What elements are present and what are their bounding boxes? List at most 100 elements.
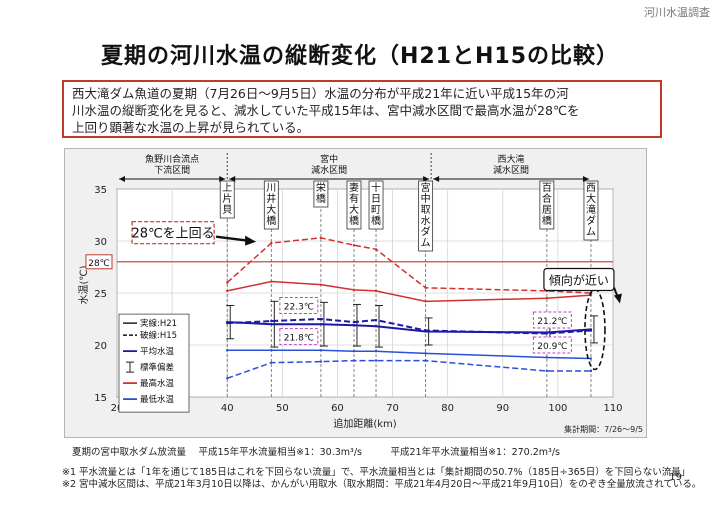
value-callout-text: 20.9℃ bbox=[537, 342, 567, 352]
station-label-char: 栄 bbox=[316, 182, 326, 194]
value-callout-box bbox=[532, 311, 572, 329]
station-label-char: 滝 bbox=[586, 204, 596, 216]
summary-line: 西大滝ダム魚道の夏期（7月26日～9月5日）水温の分布が平成21年に近い平成15… bbox=[72, 86, 569, 101]
legend-dashed-label: 破線:H15 bbox=[140, 330, 177, 341]
series-min-point bbox=[226, 377, 229, 380]
series-max-point bbox=[319, 236, 323, 240]
legend-item-label: 最低水温 bbox=[140, 394, 175, 405]
station-label-char: 橋 bbox=[371, 214, 381, 227]
value-callout-box bbox=[279, 296, 319, 314]
x-tick-label: 20 bbox=[111, 403, 124, 414]
callout-above-28-text: 28℃を上回る bbox=[132, 227, 215, 242]
series-max-point bbox=[270, 241, 273, 245]
series-min-point bbox=[352, 359, 356, 362]
series-min-h15-line bbox=[226, 359, 591, 379]
series-max-h15-line bbox=[226, 237, 591, 294]
series-avg-point bbox=[589, 329, 593, 332]
period-label: 集計期間：7/26～9/5 bbox=[564, 424, 643, 434]
station-label-char: 西 bbox=[586, 183, 596, 194]
station-label-char: 取 bbox=[421, 204, 431, 216]
legend-box bbox=[118, 313, 190, 413]
series-min-point bbox=[374, 350, 378, 353]
station-label-char: 十 bbox=[371, 181, 381, 194]
summary-box: 西大滝ダム魚道の夏期（7月26日～9月5日）水温の分布が平成21年に近い平成15… bbox=[62, 80, 662, 138]
series-avg-point bbox=[319, 323, 323, 326]
series-min-point bbox=[270, 361, 273, 364]
series-avg-point bbox=[226, 321, 229, 325]
station-box bbox=[539, 180, 555, 230]
chart-frame: 15202530352030405060708090100110追加距離(km)… bbox=[64, 148, 647, 438]
station-label-char: 大 bbox=[266, 203, 276, 216]
station-label-char: 橋 bbox=[542, 214, 552, 227]
series-avg-point bbox=[424, 329, 427, 332]
flow-note: 夏期の宮中取水ダム放流量 平成15年平水流量相当※1：30.3m³/s 平成21… bbox=[72, 447, 560, 458]
series-max-point bbox=[352, 288, 356, 292]
station-box bbox=[313, 180, 329, 208]
station-label-char: 合 bbox=[542, 192, 552, 205]
series-min-point bbox=[319, 360, 323, 363]
series-max-point bbox=[374, 289, 378, 293]
legend-item-label: 平均水温 bbox=[140, 346, 175, 357]
y-tick-label: 25 bbox=[94, 289, 107, 300]
series-min-point bbox=[545, 356, 549, 359]
station-box bbox=[368, 180, 384, 230]
station-label-char: 居 bbox=[542, 204, 552, 216]
summary-line: 川水温の縦断変化を見ると、減水していた平成15年は、宮中減水区間で最高水温が28… bbox=[72, 103, 580, 118]
series-avg-point bbox=[352, 324, 356, 327]
page-title: 夏期の河川水温の縦断変化（H21とH15の比較） bbox=[100, 44, 620, 69]
station-label-char: 上 bbox=[222, 182, 232, 194]
summary-line: 上回り顕著な水温の上昇が見られている。 bbox=[72, 120, 310, 135]
station-box bbox=[418, 180, 434, 252]
x-tick-label: 50 bbox=[276, 403, 289, 414]
station-label-char: 百 bbox=[542, 182, 552, 194]
value-callout-text: 21.2℃ bbox=[537, 317, 567, 327]
zone-label: 宮中 bbox=[320, 153, 338, 165]
zone-arrowhead bbox=[433, 176, 440, 182]
footnote-2: ※2 宮中減水区間は、平成21年3月10日以降は、かんがい用取水（取水期間：平成… bbox=[62, 479, 702, 490]
zone-label: 西大滝 bbox=[498, 153, 525, 165]
station-label-char: 貝 bbox=[222, 204, 232, 216]
reference-label: 28℃ bbox=[88, 259, 110, 269]
value-callout-text: 21.8℃ bbox=[284, 334, 314, 344]
station-box bbox=[263, 180, 279, 230]
series-max-h21-line bbox=[227, 280, 592, 303]
series-max-point bbox=[424, 300, 427, 303]
zone-label: 減水区間 bbox=[493, 164, 529, 176]
y-tick-label: 15 bbox=[94, 393, 107, 404]
station-label-char: 片 bbox=[222, 192, 232, 205]
callout-arrow-shaft bbox=[215, 235, 249, 242]
series-max-point bbox=[226, 289, 229, 293]
zone-arrowhead bbox=[119, 176, 125, 182]
series-min-point bbox=[270, 349, 273, 352]
callout-box bbox=[131, 221, 215, 245]
y-axis-label: 水温(℃) bbox=[78, 265, 90, 304]
zone-arrowhead bbox=[219, 176, 226, 182]
series-min-point bbox=[226, 349, 229, 352]
series-max-point bbox=[226, 281, 229, 284]
series-min-point bbox=[589, 357, 593, 360]
y-tick-label: 30 bbox=[94, 237, 107, 248]
footnote-1: ※1 平水流量とは「1年を通じて185日はこれを下回らない流量」で、平水流量相当… bbox=[62, 467, 691, 478]
header-tag: 河川水温調査 bbox=[644, 6, 710, 19]
x-tick-label: 40 bbox=[221, 403, 234, 414]
callout-trend-text: 傾向が近い bbox=[549, 272, 609, 287]
x-tick-label: 90 bbox=[496, 403, 509, 414]
station-box bbox=[219, 180, 235, 219]
zone-arrowhead bbox=[423, 176, 430, 182]
zone-label: 魚野川合流点 bbox=[145, 153, 199, 165]
series-avg-h15-line bbox=[227, 317, 592, 335]
station-label-char: ダ bbox=[421, 225, 431, 238]
series-avg-point bbox=[374, 325, 378, 328]
station-label-char: 日 bbox=[371, 194, 381, 205]
callout-arrowhead bbox=[245, 235, 257, 246]
x-tick-label: 80 bbox=[441, 403, 454, 414]
station-label-char: 橋 bbox=[266, 214, 276, 227]
zone-label: 下流区間 bbox=[154, 164, 190, 176]
station-box bbox=[583, 180, 599, 241]
page-number: 19 bbox=[669, 472, 682, 483]
zone-label: 減水区間 bbox=[311, 164, 347, 176]
station-label-char: 大 bbox=[586, 192, 596, 205]
series-avg-point bbox=[319, 317, 323, 321]
series-min-point bbox=[319, 349, 323, 352]
series-avg-point bbox=[545, 332, 549, 335]
